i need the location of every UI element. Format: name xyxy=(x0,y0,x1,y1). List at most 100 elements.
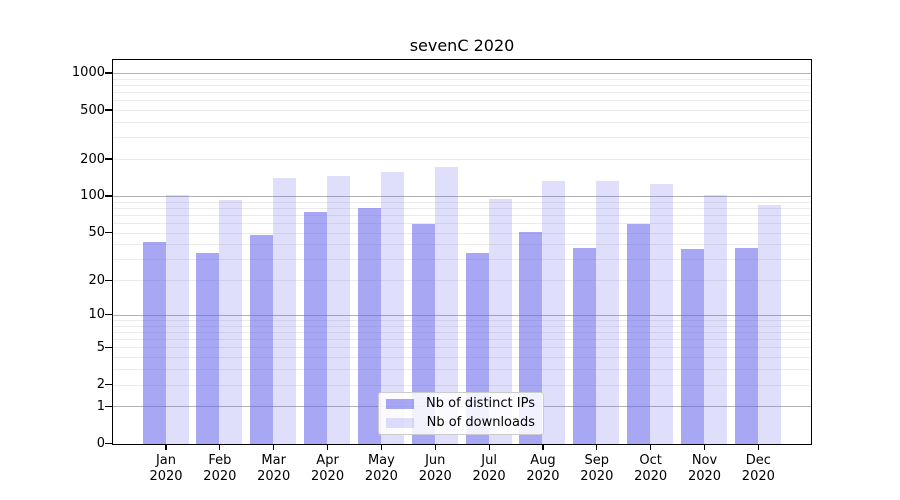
x-tick-mark xyxy=(488,445,490,450)
legend-label: Nb of distinct IPs xyxy=(426,396,535,412)
bar-nb-of-distinct-ips xyxy=(681,248,704,444)
x-tick-mark xyxy=(703,445,706,450)
bar-nb-of-downloads xyxy=(596,181,620,444)
gridline xyxy=(112,137,811,139)
bar-nb-of-distinct-ips xyxy=(304,212,328,444)
gridline xyxy=(112,159,811,161)
gridline xyxy=(112,207,811,209)
y-axis-tick-label: 50 xyxy=(88,225,105,241)
y-axis-tick-label: 5 xyxy=(96,339,105,355)
y-tick-mark xyxy=(105,405,112,407)
x-tick-mark xyxy=(434,445,436,450)
gridline xyxy=(112,84,811,86)
y-tick-mark xyxy=(105,442,112,445)
x-axis-tick-label: Oct 2020 xyxy=(634,452,668,484)
x-tick-mark xyxy=(380,445,382,450)
bar-nb-of-distinct-ips xyxy=(196,253,220,444)
x-tick-mark xyxy=(542,445,544,450)
x-axis-tick-label: Apr 2020 xyxy=(311,452,345,484)
y-tick-mark xyxy=(105,232,112,234)
x-tick-mark xyxy=(165,445,167,450)
bar-nb-of-downloads xyxy=(650,183,674,444)
bar-nb-of-distinct-ips xyxy=(573,247,597,444)
legend-item-downloads: Nb of downloads xyxy=(386,415,535,432)
gridline xyxy=(112,314,811,316)
gridline xyxy=(112,244,811,246)
y-axis-tick-label: 500 xyxy=(80,102,105,118)
y-axis-tick-label: 100 xyxy=(80,188,105,204)
bar-nb-of-distinct-ips xyxy=(411,223,435,444)
gridline xyxy=(112,259,811,261)
y-tick-mark xyxy=(105,109,112,111)
y-axis-tick-label: 1000 xyxy=(71,65,105,81)
x-axis-tick-label: Sep 2020 xyxy=(580,452,614,484)
bar-nb-of-downloads xyxy=(704,195,727,444)
x-axis-tick-label: Nov 2020 xyxy=(687,452,722,484)
x-axis-tick-label: Jun 2020 xyxy=(418,452,452,484)
gridline xyxy=(112,223,811,225)
chart-title: sevenC 2020 xyxy=(409,36,515,55)
bar-nb-of-distinct-ips xyxy=(142,242,166,444)
gridline xyxy=(112,214,811,216)
gridline xyxy=(112,325,811,327)
x-tick-mark xyxy=(219,445,221,450)
x-axis-tick-label: Dec 2020 xyxy=(741,452,775,484)
bar-nb-of-downloads xyxy=(757,204,781,444)
y-axis-tick-label: 0 xyxy=(96,436,105,451)
x-axis-tick-label: Feb 2020 xyxy=(203,452,237,484)
bar-nb-of-distinct-ips xyxy=(627,223,651,444)
bar-nb-of-downloads xyxy=(219,200,243,444)
x-axis-tick-label: Mar 2020 xyxy=(257,452,291,484)
y-tick-mark xyxy=(105,346,112,348)
bar-nb-of-downloads xyxy=(165,194,189,444)
y-tick-mark xyxy=(105,279,112,281)
gridline xyxy=(112,357,811,359)
y-axis-tick-label: 200 xyxy=(80,151,105,167)
bar-nb-of-distinct-ips xyxy=(357,208,381,444)
x-tick-mark xyxy=(273,445,275,450)
gridline xyxy=(112,92,811,94)
legend-item-distinct-ips: Nb of distinct IPs xyxy=(386,396,535,413)
legend-swatch-dark xyxy=(386,399,414,410)
y-tick-mark xyxy=(105,314,112,316)
gridline xyxy=(112,347,811,349)
y-tick-mark xyxy=(105,195,112,197)
y-tick-mark xyxy=(105,383,112,386)
plot-area xyxy=(111,58,812,445)
bar-nb-of-distinct-ips xyxy=(519,232,543,444)
legend-swatch-light xyxy=(386,417,414,428)
bar-nb-of-downloads xyxy=(542,181,566,444)
legend: Nb of distinct IPs Nb of downloads xyxy=(378,392,544,435)
gridline xyxy=(112,122,811,124)
x-axis-tick-label: Jan 2020 xyxy=(149,452,183,484)
gridline xyxy=(112,331,811,333)
y-axis-tick-label: 20 xyxy=(88,272,105,288)
gridline xyxy=(112,72,811,74)
y-axis-tick-label: 2 xyxy=(96,377,105,393)
bar-nb-of-downloads xyxy=(434,167,458,444)
gridline xyxy=(112,320,811,321)
bar-nb-of-downloads xyxy=(327,176,351,444)
legend-label: Nb of downloads xyxy=(426,414,535,430)
gridline xyxy=(112,339,811,341)
gridline xyxy=(112,232,811,234)
x-axis-tick-label: Aug 2020 xyxy=(526,452,560,484)
y-tick-mark xyxy=(105,158,112,160)
gridline xyxy=(112,195,811,197)
bar-nb-of-distinct-ips xyxy=(250,235,274,444)
gridline xyxy=(112,78,811,80)
gridline xyxy=(112,384,811,386)
y-tick-mark xyxy=(105,72,112,74)
bar-nb-of-downloads xyxy=(273,177,297,444)
bar-nb-of-distinct-ips xyxy=(734,247,758,444)
x-tick-mark xyxy=(326,445,329,450)
gridline xyxy=(112,201,811,203)
y-axis-tick-label: 1 xyxy=(96,398,105,414)
gridline xyxy=(112,280,811,282)
x-tick-mark xyxy=(596,445,598,450)
bar-nb-of-downloads xyxy=(488,198,512,444)
x-axis-tick-label: May 2020 xyxy=(364,452,398,484)
y-axis-tick-label: 10 xyxy=(88,307,105,323)
gridline xyxy=(112,100,811,102)
